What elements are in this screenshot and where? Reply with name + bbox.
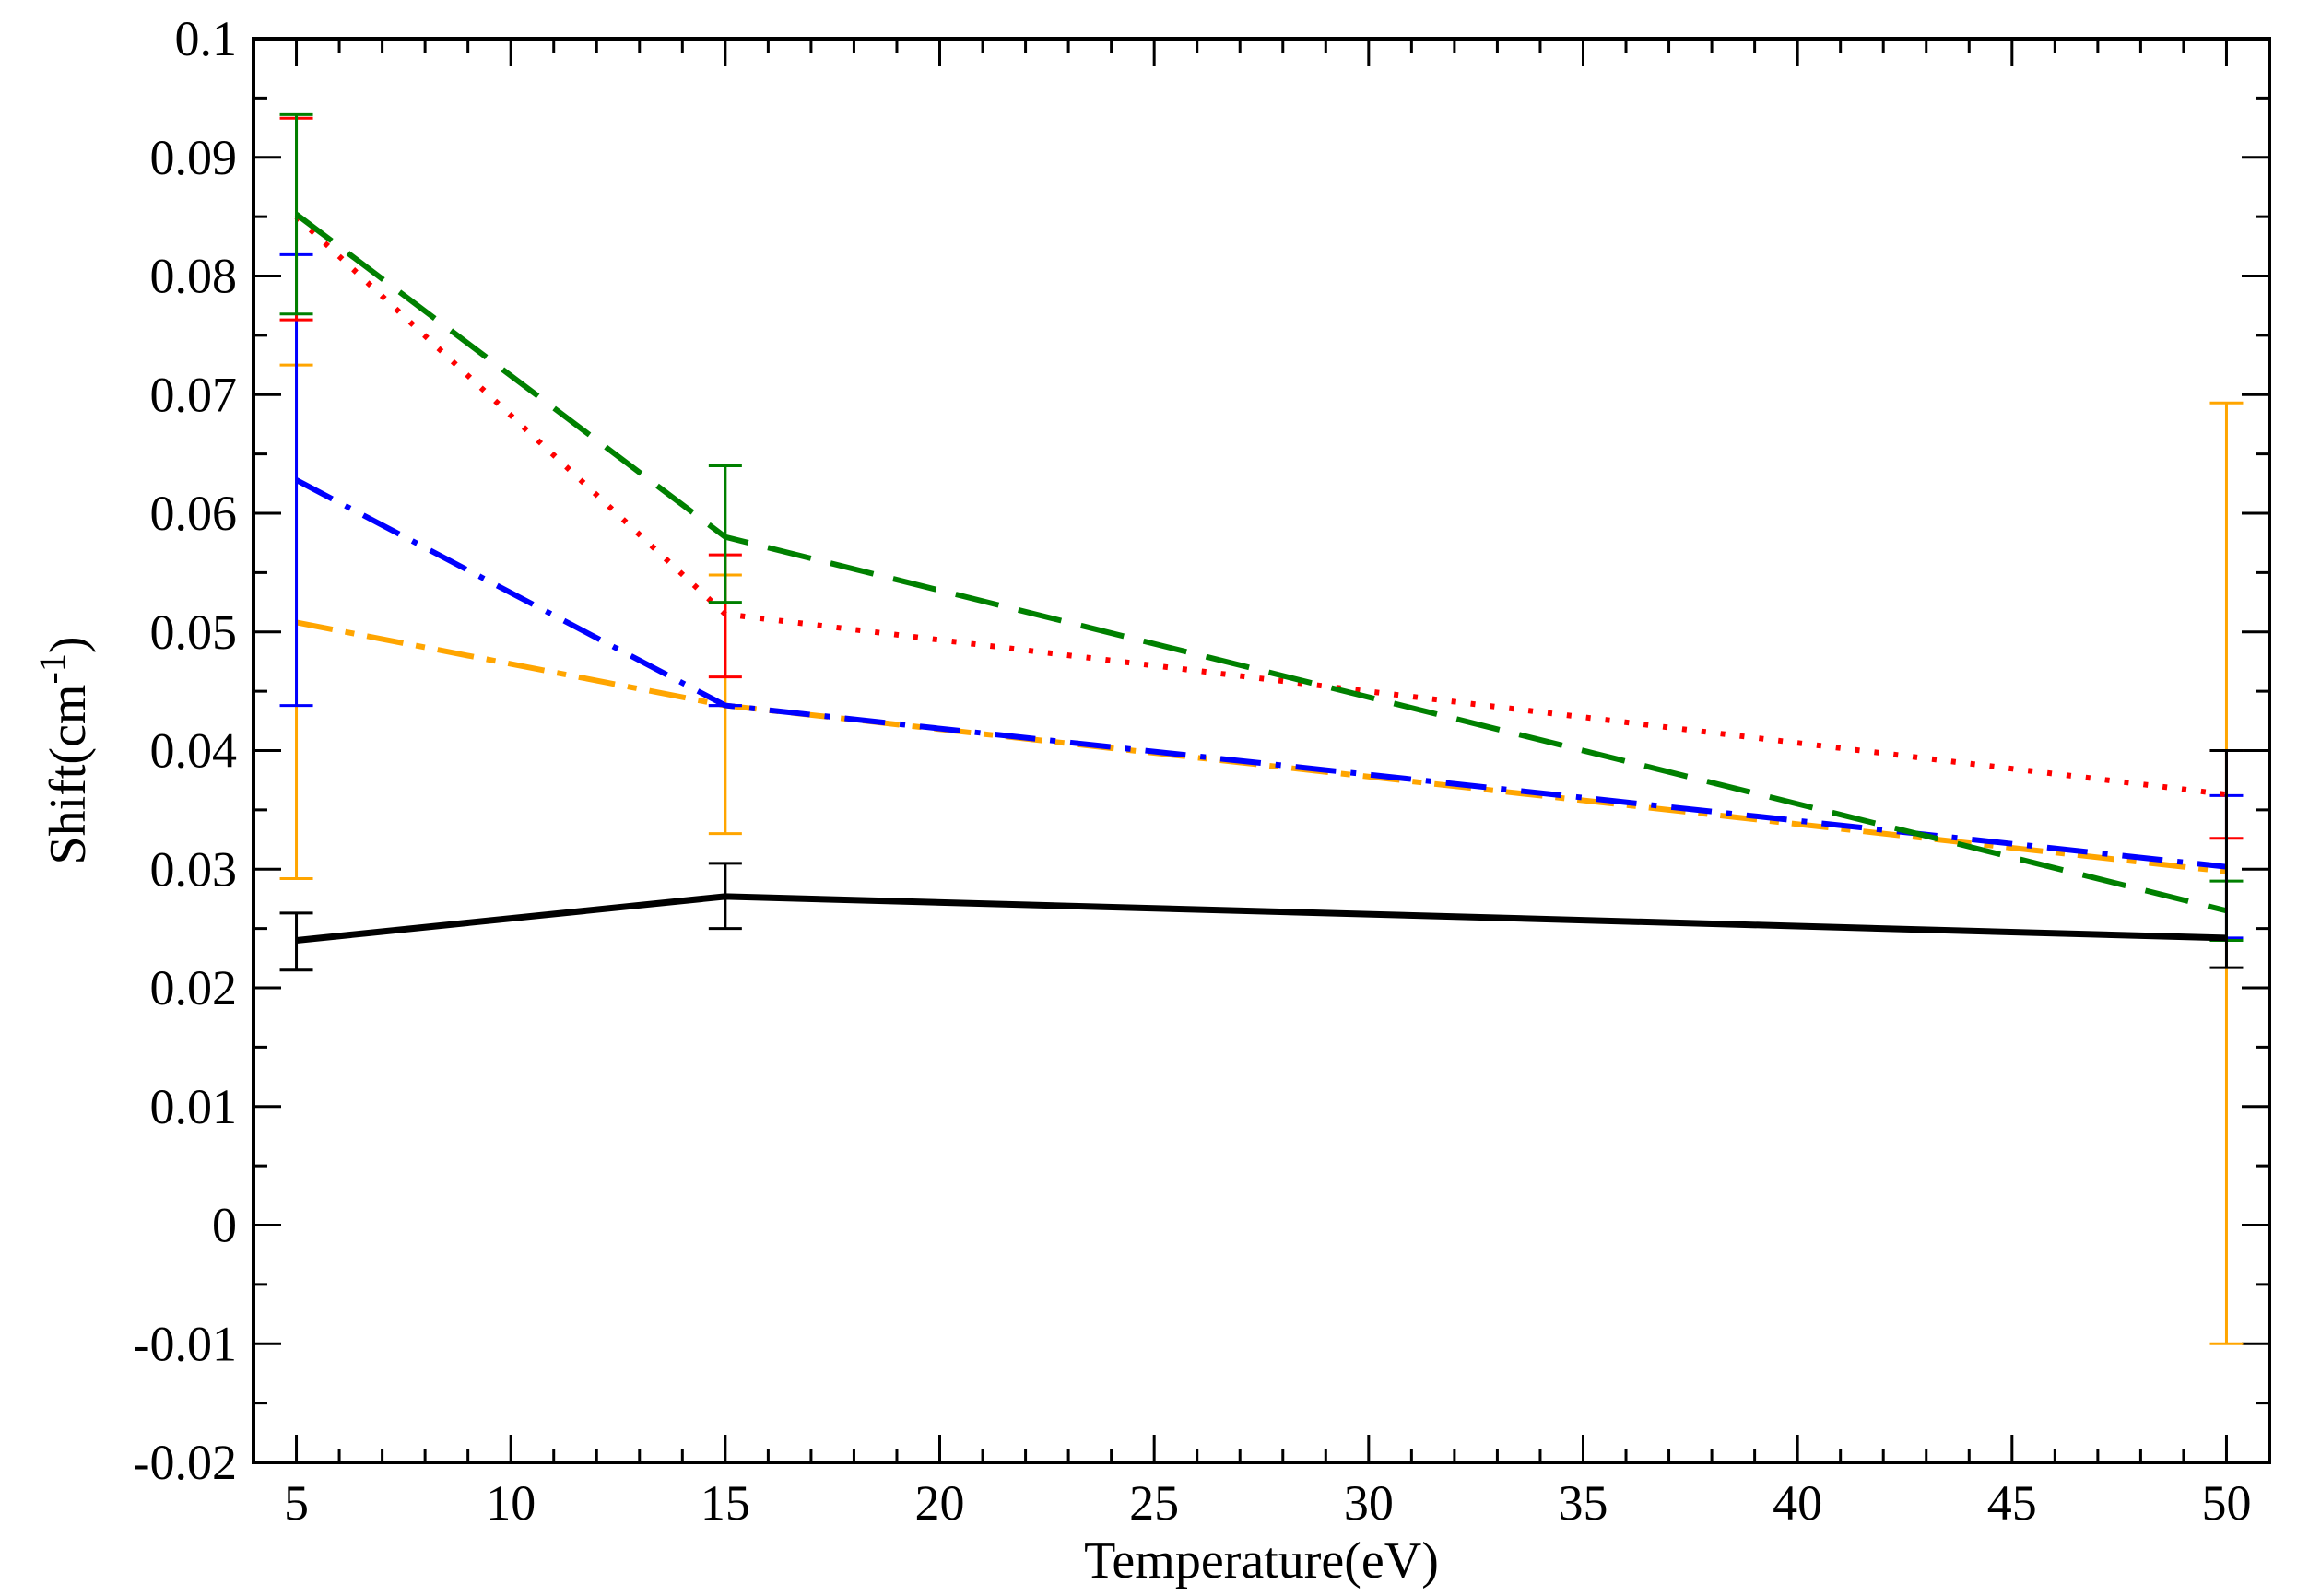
y-tick-label: 0.03 xyxy=(150,841,238,897)
y-axis-title-superscript: -1 xyxy=(31,653,73,684)
series-line xyxy=(294,212,2228,914)
x-tick-label: 20 xyxy=(915,1475,965,1531)
x-tick-label: 35 xyxy=(1558,1475,1608,1531)
series-4 xyxy=(279,363,2244,1345)
series-line xyxy=(295,477,2227,870)
series-0 xyxy=(279,749,2244,972)
x-tick-label: 45 xyxy=(1987,1475,2037,1531)
series-3 xyxy=(279,112,2244,942)
y-tick-label: 0.05 xyxy=(150,604,238,660)
y-tick-label: 0.04 xyxy=(150,723,238,779)
y-axis-title: Shift(cm-1) xyxy=(31,637,97,865)
series-line xyxy=(296,893,2227,944)
y-axis-title-prefix: Shift(cm xyxy=(40,685,97,865)
x-tick-label: 10 xyxy=(486,1475,536,1531)
y-tick-label: -0.02 xyxy=(134,1435,237,1490)
series-layer xyxy=(279,112,2244,1345)
y-tick-label: 0.06 xyxy=(150,486,238,541)
x-tick-label: 40 xyxy=(1773,1475,1822,1531)
x-tick-label: 50 xyxy=(2201,1475,2251,1531)
y-tick-label: 0.02 xyxy=(150,960,238,1015)
x-tick-label: 30 xyxy=(1344,1475,1394,1531)
x-tick-label: 25 xyxy=(1129,1475,1179,1531)
y-tick-label: 0.01 xyxy=(150,1079,238,1134)
x-tick-label: 5 xyxy=(284,1475,309,1531)
x-axis-title: Temperature(eV) xyxy=(1084,1532,1439,1590)
plot-frame xyxy=(252,37,2271,1464)
y-tick-label: 0.09 xyxy=(150,130,238,185)
y-tick-label: -0.01 xyxy=(134,1316,237,1371)
y-tick-label: 0.1 xyxy=(175,11,238,66)
y-tick-label: 0.08 xyxy=(150,249,238,304)
series-1 xyxy=(279,116,2244,840)
series-2 xyxy=(279,252,2244,940)
y-tick-label: 0.07 xyxy=(150,367,238,422)
series-line xyxy=(294,214,2227,798)
ticks: 5 10 15 20 25 30 35 40 45 50 -0.02 -0.01 0 0.01 0.02 0.… xyxy=(134,11,2271,1531)
x-tick-label: 15 xyxy=(701,1475,750,1531)
y-tick-label: 0 xyxy=(212,1198,237,1253)
y-axis-title-suffix: ) xyxy=(40,637,97,654)
